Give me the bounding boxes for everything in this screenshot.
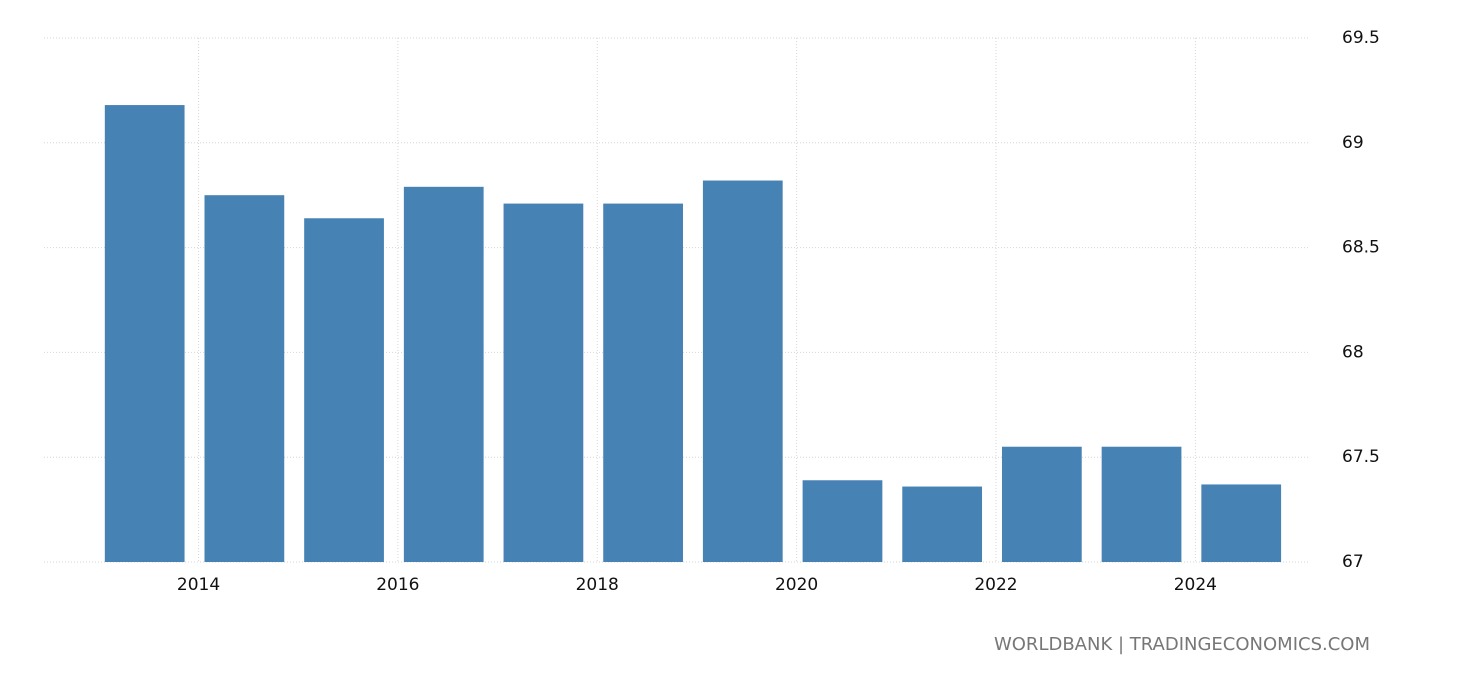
bar — [304, 218, 384, 563]
x-tick-label: 2016 — [376, 575, 419, 595]
x-tick-label: 2014 — [177, 575, 220, 595]
bar — [802, 480, 883, 562]
y-tick-label: 68 — [1342, 342, 1364, 362]
y-tick-label: 67.5 — [1342, 447, 1380, 467]
bar — [204, 195, 285, 562]
bar — [503, 203, 584, 563]
y-tick-label: 67 — [1342, 552, 1364, 572]
y-tick-label: 69 — [1342, 133, 1364, 153]
bar — [403, 186, 484, 563]
bar — [702, 180, 783, 562]
bar — [603, 203, 683, 563]
y-tick-label: 68.5 — [1342, 238, 1380, 258]
y-tick-label: 69.5 — [1342, 28, 1380, 48]
bar — [1001, 446, 1082, 562]
bar — [1201, 484, 1282, 562]
source: WORLDBANK | TRADINGECONOMICS.COM — [994, 634, 1370, 655]
bar — [104, 105, 185, 563]
x-tick-label: 2020 — [775, 575, 818, 595]
x-tick-label: 2022 — [974, 575, 1017, 595]
x-tick-label: 2024 — [1174, 575, 1217, 595]
x-tick-label: 2018 — [576, 575, 619, 595]
bar — [1101, 446, 1182, 562]
bar — [902, 486, 983, 562]
